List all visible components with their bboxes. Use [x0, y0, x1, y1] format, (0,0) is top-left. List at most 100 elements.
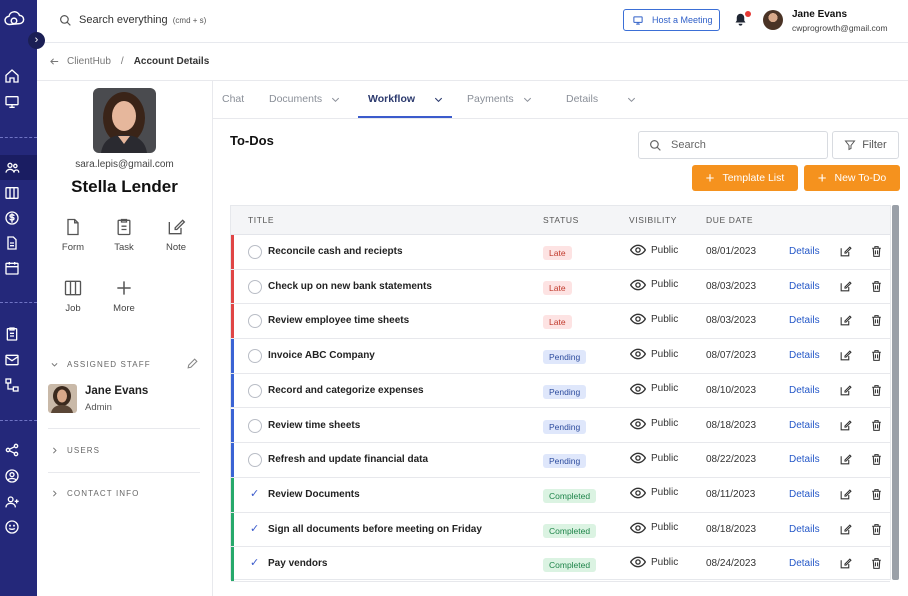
clipboard-icon[interactable]: [4, 326, 20, 342]
trash-icon[interactable]: [870, 280, 883, 293]
filter-button[interactable]: Filter: [832, 131, 899, 159]
trash-icon[interactable]: [870, 245, 883, 258]
check-icon[interactable]: ✓: [250, 557, 260, 570]
tab-details[interactable]: Details: [566, 93, 637, 105]
back-arrow-icon[interactable]: [48, 56, 61, 67]
more-action-button[interactable]: More: [99, 278, 149, 314]
table-row[interactable]: Review time sheets Pending Public 08/18/202…: [231, 408, 890, 444]
edit-icon[interactable]: [839, 523, 852, 536]
complete-checkbox[interactable]: [248, 314, 262, 329]
check-icon[interactable]: ✓: [250, 487, 260, 500]
table-row[interactable]: Check up on new bank statements Late Publi…: [231, 269, 890, 305]
details-link[interactable]: Details: [789, 350, 820, 362]
complete-checkbox[interactable]: [248, 279, 262, 294]
complete-checkbox[interactable]: [248, 383, 262, 398]
todo-title[interactable]: Record and categorize expenses: [268, 384, 424, 396]
job-action-button[interactable]: Job: [48, 278, 98, 314]
edit-icon[interactable]: [839, 419, 852, 432]
table-scrollbar[interactable]: [892, 205, 899, 580]
details-link[interactable]: Details: [789, 384, 820, 396]
people-icon[interactable]: [4, 160, 20, 176]
global-search-input[interactable]: Search everything (cmd + s): [79, 14, 206, 26]
check-icon[interactable]: ✓: [250, 522, 260, 535]
complete-checkbox[interactable]: [248, 453, 262, 468]
todo-title[interactable]: Review Documents: [268, 488, 360, 500]
user-circle-icon[interactable]: [4, 468, 20, 484]
trash-icon[interactable]: [870, 523, 883, 536]
todo-title[interactable]: Reconcile cash and reciepts: [268, 246, 403, 257]
table-row[interactable]: Reconcile cash and reciepts Late Public 08/…: [231, 235, 890, 270]
contact-info-toggle[interactable]: CONTACT INFO: [50, 489, 139, 498]
edit-icon[interactable]: [839, 557, 852, 570]
trash-icon[interactable]: [870, 453, 883, 466]
table-row[interactable]: ✓ Pay vendors Completed Public 08/24/2023 Det…: [231, 547, 890, 582]
edit-icon[interactable]: [839, 349, 852, 362]
trash-icon[interactable]: [870, 557, 883, 570]
todo-title[interactable]: Invoice ABC Company: [268, 350, 375, 362]
template-list-button[interactable]: + Template List: [692, 165, 798, 191]
table-row[interactable]: Review employee time sheets Late Public 08/…: [231, 304, 890, 340]
details-link[interactable]: Details: [789, 523, 820, 535]
details-link[interactable]: Details: [789, 315, 820, 327]
edit-staff-icon[interactable]: [186, 357, 199, 370]
form-action-button[interactable]: Form: [48, 217, 98, 253]
details-link[interactable]: Details: [789, 488, 820, 500]
app-logo-icon[interactable]: [3, 8, 25, 30]
table-row[interactable]: ✓ Sign all documents before meeting on Fr…: [231, 512, 890, 548]
todo-title[interactable]: Sign all documents before meeting on Fri…: [268, 523, 482, 535]
details-link[interactable]: Details: [789, 280, 820, 292]
breadcrumb-root-link[interactable]: ClientHub: [67, 56, 111, 67]
hierarchy-icon[interactable]: [4, 377, 20, 393]
todo-title[interactable]: Refresh and update financial data: [268, 454, 429, 466]
collapse-sidebar-button[interactable]: ›: [28, 32, 45, 49]
details-link[interactable]: Details: [789, 454, 820, 466]
details-link[interactable]: Details: [789, 246, 820, 257]
avatar[interactable]: [763, 10, 783, 30]
trash-icon[interactable]: [870, 314, 883, 327]
details-link[interactable]: Details: [789, 558, 820, 570]
edit-icon[interactable]: [839, 314, 852, 327]
add-user-icon[interactable]: [4, 494, 20, 510]
home-icon[interactable]: [4, 68, 20, 84]
complete-checkbox[interactable]: [248, 349, 262, 364]
smiley-icon[interactable]: [4, 519, 20, 535]
tab-documents[interactable]: Documents: [269, 93, 341, 105]
trash-icon[interactable]: [870, 384, 883, 397]
todo-title[interactable]: Review employee time sheets: [268, 315, 410, 327]
todo-title[interactable]: Check up on new bank statements: [268, 280, 432, 292]
todo-title[interactable]: Pay vendors: [268, 558, 328, 570]
task-action-button[interactable]: Task: [99, 217, 149, 253]
complete-checkbox[interactable]: [248, 418, 262, 433]
edit-icon[interactable]: [839, 488, 852, 501]
users-toggle[interactable]: USERS: [50, 446, 100, 455]
details-link[interactable]: Details: [789, 419, 820, 431]
trash-icon[interactable]: [870, 488, 883, 501]
tab-payments[interactable]: Payments: [467, 93, 533, 105]
table-row[interactable]: Record and categorize expenses Pending Pub…: [231, 373, 890, 409]
document-icon[interactable]: [4, 235, 20, 251]
columns-icon[interactable]: [4, 185, 20, 201]
note-action-button[interactable]: Note: [151, 217, 201, 253]
complete-checkbox[interactable]: [248, 245, 262, 259]
edit-icon[interactable]: [839, 245, 852, 258]
edit-icon[interactable]: [839, 280, 852, 293]
mail-icon[interactable]: [4, 352, 20, 368]
host-meeting-button[interactable]: Host a Meeting: [623, 9, 720, 31]
dollar-icon[interactable]: [4, 210, 20, 226]
table-row[interactable]: Refresh and update financial data Pending…: [231, 443, 890, 478]
trash-icon[interactable]: [870, 419, 883, 432]
new-todo-button[interactable]: + New To-Do: [804, 165, 900, 191]
share-icon[interactable]: [4, 442, 20, 458]
assigned-staff-toggle[interactable]: ASSIGNED STAFF: [50, 360, 151, 369]
table-row[interactable]: ✓ Review Documents Completed Public 08/11/20…: [231, 477, 890, 513]
monitor-icon[interactable]: [4, 94, 20, 110]
bell-icon[interactable]: [733, 12, 748, 28]
tab-chat[interactable]: Chat: [222, 93, 244, 105]
table-row[interactable]: Invoice ABC Company Pending Public 08/07/20…: [231, 339, 890, 374]
todo-search-input[interactable]: Search: [638, 131, 828, 159]
trash-icon[interactable]: [870, 349, 883, 362]
tab-workflow[interactable]: Workflow: [368, 93, 444, 105]
calendar-icon[interactable]: [4, 260, 20, 276]
edit-icon[interactable]: [839, 453, 852, 466]
todo-title[interactable]: Review time sheets: [268, 419, 361, 431]
